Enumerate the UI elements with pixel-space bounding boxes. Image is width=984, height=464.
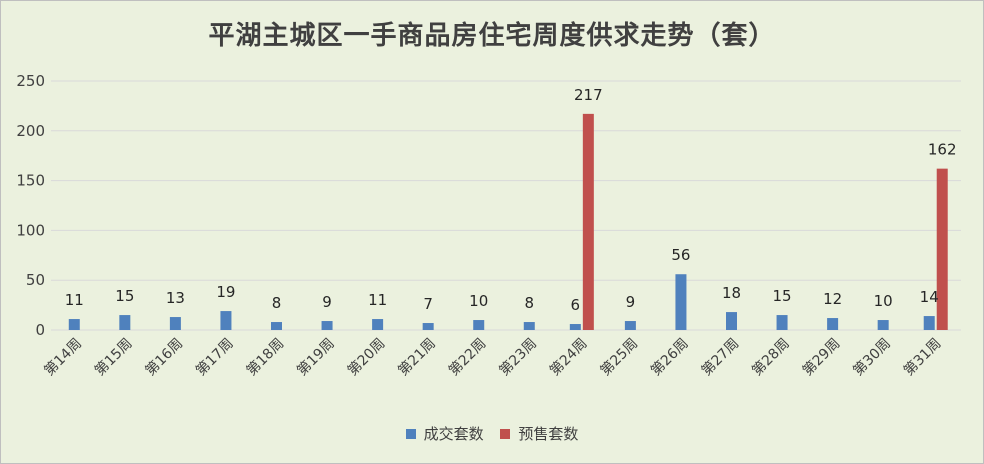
y-tick-label: 150: [16, 172, 45, 190]
y-axis-ticks: 0 50 100 150 200 250: [16, 72, 45, 339]
legend-swatch-presale: [500, 428, 511, 439]
x-category-label: 第16周: [142, 335, 186, 379]
data-label-deals: 7: [423, 295, 433, 313]
bar-deals: [271, 322, 282, 330]
data-label-deals: 15: [115, 287, 134, 305]
legend-item-deals: 成交套数: [405, 423, 484, 444]
data-label-deals: 15: [773, 287, 792, 305]
y-tick-label: 200: [16, 122, 45, 140]
bar-deals: [877, 320, 889, 330]
data-label-deals: 11: [65, 291, 84, 309]
legend-swatch-deals: [405, 428, 416, 439]
data-label-deals: 56: [671, 246, 690, 264]
legend-label-presale: 预售套数: [518, 425, 579, 443]
bars: [68, 113, 948, 330]
data-label-deals: 10: [874, 292, 893, 310]
data-labels: 11 15 13 19 8 9 11 7 10 8 6 217 9 56 18 15 12 10 14 162: [65, 86, 957, 314]
x-category-label: 第24周: [546, 335, 590, 379]
y-tick-label: 50: [26, 271, 45, 289]
chart-title: 平湖主城区一手商品房住宅周度供求走势（套）: [208, 21, 776, 51]
bar-deals: [624, 321, 636, 330]
data-label-deals: 13: [166, 289, 185, 307]
bar-deals: [321, 321, 333, 330]
x-category-label: 第28周: [748, 335, 792, 379]
bar-presale: [582, 113, 594, 330]
data-label-deals: 10: [469, 292, 488, 310]
x-category-label: 第29周: [799, 335, 843, 379]
x-category-label: 第17周: [192, 335, 236, 379]
bar-deals: [220, 311, 232, 330]
bar-deals: [827, 318, 839, 330]
data-label-presale: 162: [928, 141, 957, 159]
x-axis-ticks: 第14周 第15周 第16周 第17周 第18周 第19周 第20周 第21周 第22周 第23周…: [41, 335, 945, 379]
gridlines: [51, 80, 961, 331]
x-category-label: 第20周: [344, 335, 388, 379]
bar-deals: [68, 319, 80, 330]
x-category-label: 第21周: [395, 335, 439, 379]
y-tick-label: 100: [16, 221, 45, 239]
legend-item-presale: 预售套数: [500, 423, 578, 444]
bar-deals: [473, 320, 485, 330]
legend: 成交套数 预售套数: [1, 423, 983, 444]
bar-deals: [675, 274, 687, 330]
data-label-deals: 11: [368, 291, 387, 309]
data-label-deals: 14: [920, 288, 939, 306]
legend-label-deals: 成交套数: [423, 425, 484, 443]
x-category-label: 第30周: [850, 335, 894, 379]
data-label-deals: 9: [322, 293, 332, 311]
x-category-label: 第23周: [496, 335, 540, 379]
bar-deals: [776, 315, 788, 330]
bar-presale: [936, 168, 948, 330]
data-label-deals: 9: [626, 293, 636, 311]
bar-deals: [422, 323, 434, 330]
x-category-label: 第14周: [41, 335, 85, 379]
bar-deals: [169, 317, 181, 330]
y-tick-label: 250: [16, 72, 45, 90]
data-label-deals: 6: [571, 296, 581, 314]
bar-deals: [372, 319, 384, 330]
x-category-label: 第27周: [698, 335, 742, 379]
x-category-label: 第22周: [445, 335, 489, 379]
y-tick-label: 0: [35, 321, 45, 339]
data-label-deals: 8: [525, 294, 535, 312]
bar-deals: [523, 322, 535, 330]
bar-deals: [569, 324, 581, 330]
data-label-deals: 19: [216, 283, 235, 301]
x-category-label: 第31周: [900, 335, 944, 379]
data-label-deals: 18: [722, 284, 741, 302]
x-category-label: 第19周: [293, 335, 337, 379]
data-label-presale: 217: [574, 86, 603, 104]
bar-deals: [119, 315, 131, 330]
x-category-label: 第15周: [91, 335, 135, 379]
x-category-label: 第18周: [243, 335, 287, 379]
data-label-deals: 8: [272, 294, 282, 312]
x-category-label: 第26周: [647, 335, 691, 379]
data-label-deals: 12: [823, 290, 842, 308]
bar-deals: [923, 316, 935, 330]
x-category-label: 第25周: [597, 335, 641, 379]
bar-deals: [726, 312, 737, 330]
